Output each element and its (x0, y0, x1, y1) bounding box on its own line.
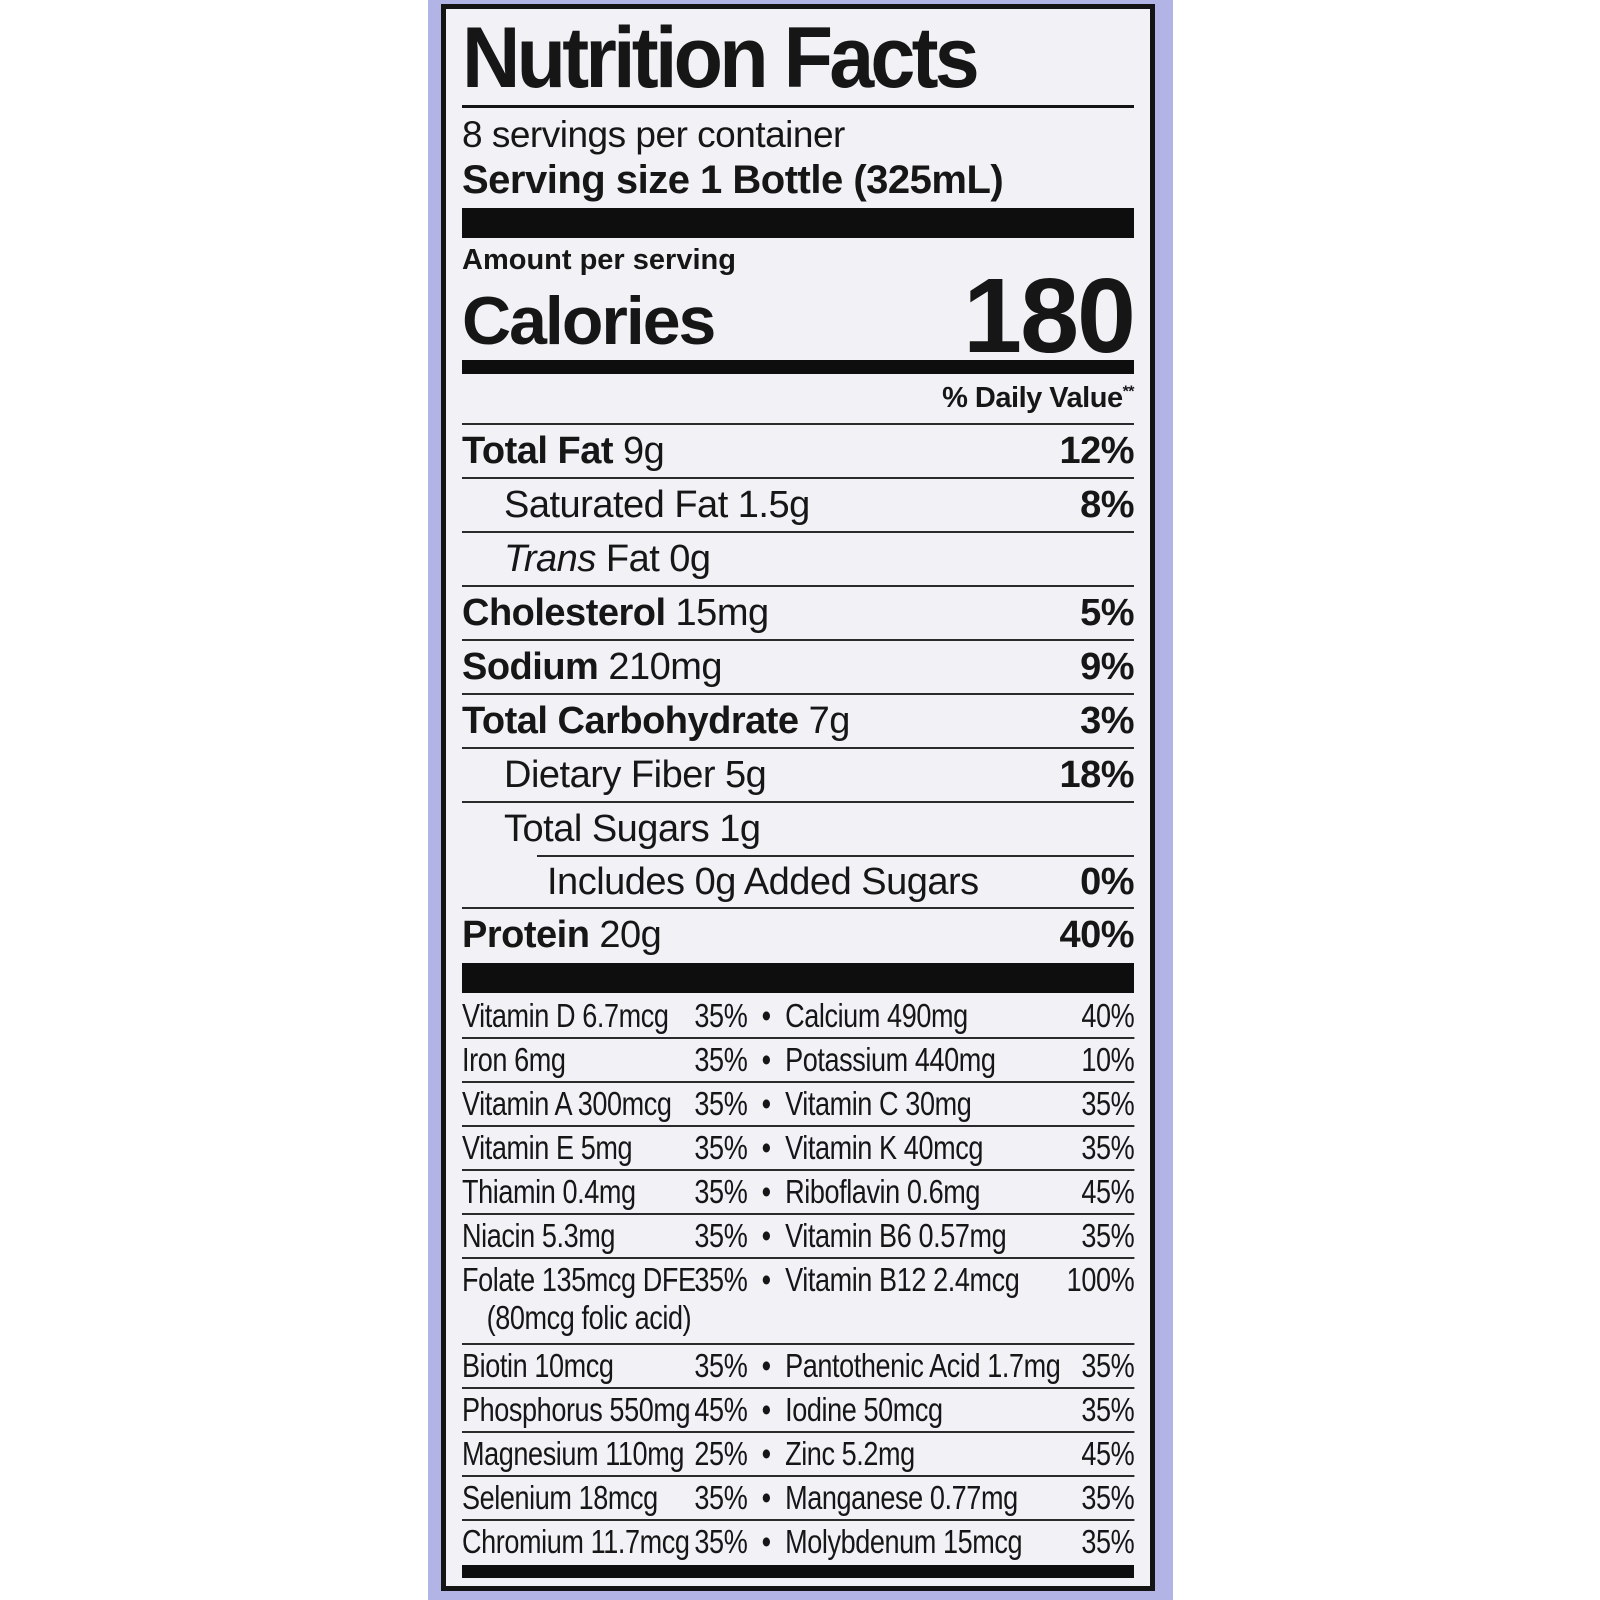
micronutrient-row: Chromium 11.7mcg 35% • Molybdenum 15mcg … (462, 1519, 1135, 1563)
nutrient-row-total-sugars: Total Sugars 1g (462, 801, 1134, 855)
footnote-asterisks: ** (462, 1589, 470, 1591)
dv-value: 45% (1081, 1173, 1135, 1210)
bullet-separator: • (761, 1085, 771, 1122)
dv-value: 35% (694, 1347, 748, 1384)
nutrient-row-total-fat: Total Fat 9g 12% (462, 423, 1134, 477)
servings-per-container: 8 servings per container (462, 114, 845, 155)
daily-value-header: % Daily Value** (462, 376, 1134, 423)
inset-hairline (537, 855, 1134, 857)
dv-value: 8% (1080, 483, 1134, 526)
dv-value: 10% (1081, 1041, 1135, 1078)
nutrient-row-added-sugars: Includes 0g Added Sugars 0% (547, 860, 1134, 903)
dv-value: 35% (1081, 1479, 1135, 1516)
folate-sub-note: (80mcg folic acid) (486, 1299, 692, 1336)
dv-value: 35% (694, 1479, 748, 1516)
micronutrient-row-folate: Folate 135mcg DFE (80mcg folic acid) 35% … (462, 1257, 1135, 1343)
bullet-separator: • (761, 1523, 771, 1560)
dv-value: 35% (1081, 1217, 1135, 1254)
bullet-separator: • (761, 1173, 771, 1210)
dv-value: 40% (1081, 997, 1135, 1034)
medium-divider-bar (462, 360, 1134, 374)
footnote-line-1: **The % Daily Value (DV) tells you how m… (462, 1582, 1134, 1591)
dv-value: 35% (1081, 1129, 1135, 1166)
dv-value: 35% (694, 1261, 748, 1298)
micronutrient-row: Vitamin E 5mg 35% • Vitamin K 40mcg 35% (462, 1125, 1135, 1169)
bullet-separator: • (761, 1479, 771, 1516)
dv-value: 45% (694, 1391, 748, 1428)
dv-value: 35% (1081, 1347, 1135, 1384)
nutrient-row-total-carbohydrate: Total Carbohydrate 7g 3% (462, 693, 1134, 747)
trans-italic: Trans (504, 537, 596, 580)
micronutrient-row: Niacin 5.3mg 35% • Vitamin B6 0.57mg 35% (462, 1213, 1135, 1257)
daily-value-footnote: **The % Daily Value (DV) tells you how m… (462, 1582, 1134, 1591)
micronutrient-row: Thiamin 0.4mg 35% • Riboflavin 0.6mg 45% (462, 1169, 1135, 1213)
calories-label: Calories (462, 283, 716, 359)
calories-block: Calories 180 (462, 257, 1136, 375)
micronutrients-table: Vitamin D 6.7mcg 35% • Calcium 490mg 40%… (462, 995, 1135, 1563)
dv-value: 25% (694, 1435, 748, 1472)
dv-value: 35% (1081, 1391, 1135, 1428)
dv-value: 0% (1080, 860, 1134, 903)
micronutrient-row: Iron 6mg 35% • Potassium 440mg 10% (462, 1037, 1135, 1081)
nutrient-row-protein: Protein 20g 40% (462, 907, 1134, 961)
dv-value: 35% (694, 1041, 748, 1078)
micronutrient-row: Magnesium 110mg 25% • Zinc 5.2mg 45% (462, 1431, 1135, 1475)
nutrient-row-saturated-fat: Saturated Fat 1.5g 8% (462, 477, 1134, 531)
bullet-separator: • (761, 1347, 771, 1384)
dv-value: 18% (1059, 753, 1134, 796)
bullet-separator: • (761, 1217, 771, 1254)
lavender-background-panel: Nutrition Facts 8 servings per container… (428, 0, 1173, 1600)
dv-value: 5% (1080, 591, 1134, 634)
micronutrient-row: Biotin 10mcg 35% • Pantothenic Acid 1.7m… (462, 1343, 1135, 1387)
title-rule (462, 105, 1134, 108)
amount-per-serving: Amount per serving (462, 244, 736, 276)
medium-divider-bar (462, 1565, 1134, 1578)
dv-value: 3% (1080, 699, 1134, 742)
dv-value: 35% (694, 997, 748, 1034)
micronutrient-row: Vitamin D 6.7mcg 35% • Calcium 490mg 40% (462, 997, 1135, 1034)
micronutrient-row: Vitamin A 300mcg 35% • Vitamin C 30mg 35… (462, 1081, 1135, 1125)
thick-divider-bar (462, 963, 1134, 993)
bullet-separator: • (761, 1261, 771, 1298)
thick-divider-bar (462, 208, 1134, 238)
dv-value: 35% (694, 1085, 748, 1122)
micronutrient-row: Selenium 18mcg 35% • Manganese 0.77mg 35… (462, 1475, 1135, 1519)
dv-value: 35% (694, 1173, 748, 1210)
dv-value: 35% (694, 1523, 748, 1560)
bullet-separator: • (761, 1041, 771, 1078)
dv-value: 35% (1081, 1523, 1135, 1560)
nutrient-row-trans-fat: Trans Fat 0g (462, 531, 1134, 585)
calories-value: 180 (963, 257, 1136, 375)
dv-value: 35% (1081, 1085, 1135, 1122)
nutrient-row-cholesterol: Cholesterol 15mg 5% (462, 585, 1134, 639)
dv-value: 45% (1081, 1435, 1135, 1472)
label-title: Nutrition Facts (462, 10, 980, 106)
dv-value: 35% (694, 1129, 748, 1166)
bullet-separator: • (761, 1129, 771, 1166)
dv-value: 9% (1080, 645, 1134, 688)
serving-size: Serving size 1 Bottle (325mL) (462, 158, 1004, 202)
dv-value: 35% (694, 1217, 748, 1254)
daily-value-header-asterisks: ** (1122, 383, 1135, 401)
dv-value: 12% (1059, 429, 1134, 472)
daily-value-header-text: % Daily Value (942, 382, 1123, 414)
bullet-separator: • (761, 1435, 771, 1472)
nutrient-row-sodium: Sodium 210mg 9% (462, 639, 1134, 693)
nutrient-row-dietary-fiber: Dietary Fiber 5g 18% (462, 747, 1134, 801)
nutrition-facts-label: Nutrition Facts 8 servings per container… (441, 4, 1155, 1591)
dv-value: 100% (1066, 1261, 1135, 1298)
bullet-separator: • (761, 997, 771, 1034)
bullet-separator: • (761, 1391, 771, 1428)
micronutrient-row: Phosphorus 550mg 45% • Iodine 50mcg 35% (462, 1387, 1135, 1431)
dv-value: 40% (1059, 913, 1134, 956)
